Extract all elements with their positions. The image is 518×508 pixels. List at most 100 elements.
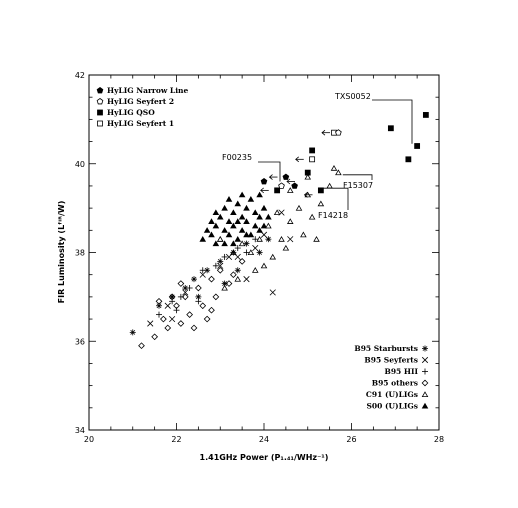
point-plus <box>173 307 180 314</box>
point-open-triangle <box>216 235 224 242</box>
legend-marker <box>421 379 429 387</box>
point-cross <box>169 315 176 323</box>
point-filled-triangle <box>230 240 237 247</box>
point-filled-triangle <box>243 218 250 224</box>
legend-item: HyLIG Seyfert 2 <box>96 97 174 106</box>
point-open-triangle <box>317 200 325 207</box>
upper-limit-arrow <box>303 192 313 198</box>
point-filled-triangle <box>208 218 215 224</box>
point-filled-square <box>422 112 429 118</box>
legend-item: HyLIG Seyfert 1 <box>97 119 174 128</box>
point-open-triangle <box>278 235 285 242</box>
point-filled-triangle <box>234 218 242 224</box>
axis-ticks <box>88 74 440 431</box>
point-plus <box>243 249 250 256</box>
upper-limit-arrow <box>260 187 269 194</box>
point-open-diamond <box>216 266 224 274</box>
point-open-triangle <box>313 235 320 242</box>
point-open-triangle <box>221 284 228 291</box>
point-cross <box>199 271 206 278</box>
point-open-diamond <box>173 302 180 310</box>
point-cross <box>147 320 154 327</box>
upper-limit-arrow <box>321 129 330 136</box>
point-asterisk <box>204 267 211 274</box>
point-open-diamond <box>230 271 237 279</box>
point-filled-triangle <box>203 227 211 233</box>
x-tick-label: 26 <box>346 435 356 444</box>
point-open-triangle <box>238 240 246 247</box>
point-open-triangle <box>300 231 307 238</box>
point-open-triangle <box>256 235 263 242</box>
point-open-triangle <box>326 182 333 189</box>
point-filled-pentagon <box>291 182 298 189</box>
point-filled-triangle <box>260 204 268 211</box>
upper-limit-arrow <box>268 174 278 180</box>
point-open-diamond <box>186 311 193 318</box>
point-open-triangle <box>269 253 277 260</box>
point-asterisk <box>195 293 202 300</box>
point-cross <box>252 244 259 252</box>
point-open-triangle <box>265 222 272 229</box>
svg-text:HyLIG Seyfert 2: HyLIG Seyfert 2 <box>107 97 174 106</box>
data-points <box>129 112 429 350</box>
point-cross <box>243 276 250 283</box>
legend-marker <box>422 345 428 352</box>
y-tick-label: 40 <box>75 160 85 169</box>
svg-text:B95 Starbursts: B95 Starbursts <box>354 344 418 353</box>
annotation-txs0052: TXS0052 <box>334 92 413 144</box>
legend-marker <box>421 391 429 398</box>
svg-text:B95 HII: B95 HII <box>385 367 419 376</box>
point-cross <box>164 302 171 309</box>
point-open-diamond <box>190 324 198 332</box>
y-axis-label: FIR Luminosity (Lᶠᴵᴿ/W) <box>57 201 66 304</box>
point-open-diamond <box>203 315 211 323</box>
upper-limit-arrow <box>295 156 304 163</box>
x-tick-label: 24 <box>259 435 269 444</box>
point-filled-triangle <box>225 231 233 238</box>
y-tick-label: 38 <box>75 249 85 258</box>
point-asterisk <box>221 280 228 287</box>
point-filled-triangle <box>256 213 263 220</box>
point-filled-triangle <box>247 231 255 238</box>
point-filled-pentagon <box>260 178 268 185</box>
point-open-diamond <box>177 320 185 327</box>
point-filled-triangle <box>238 227 246 233</box>
point-filled-triangle <box>251 209 259 216</box>
point-filled-triangle <box>230 209 237 216</box>
point-asterisk <box>156 302 162 309</box>
svg-text:B95 others: B95 others <box>372 379 418 388</box>
legend-marker <box>96 98 104 105</box>
point-open-triangle <box>282 244 290 251</box>
x-tick-labels: 20 22 24 26 28 <box>84 435 444 444</box>
point-asterisk <box>234 267 241 274</box>
point-cross <box>234 253 241 261</box>
point-filled-triangle <box>225 218 233 224</box>
x-tick-label: 20 <box>84 435 94 444</box>
point-open-triangle <box>286 187 294 193</box>
point-filled-triangle <box>265 213 272 220</box>
point-filled-triangle <box>247 196 255 202</box>
legend-marker <box>421 402 429 409</box>
point-asterisk <box>191 276 197 283</box>
point-cross <box>217 262 224 269</box>
point-filled-triangle <box>238 213 246 220</box>
point-filled-square <box>414 143 421 149</box>
point-cross <box>182 289 189 296</box>
point-open-triangle <box>335 169 342 176</box>
point-filled-triangle <box>208 231 215 238</box>
point-open-pentagon <box>278 182 285 189</box>
svg-text:F00235: F00235 <box>222 153 252 162</box>
point-filled-triangle <box>256 227 263 233</box>
legend-marker <box>422 368 428 375</box>
point-filled-triangle <box>243 204 250 211</box>
point-open-diamond <box>164 324 172 332</box>
point-filled-triangle <box>234 200 242 207</box>
point-filled-triangle <box>225 196 233 202</box>
point-open-diamond <box>151 333 158 341</box>
point-filled-triangle <box>260 222 268 229</box>
point-cross <box>287 236 294 243</box>
point-asterisk <box>129 329 136 336</box>
svg-text:B95 Seyferts: B95 Seyferts <box>364 356 418 365</box>
point-asterisk <box>256 249 263 256</box>
